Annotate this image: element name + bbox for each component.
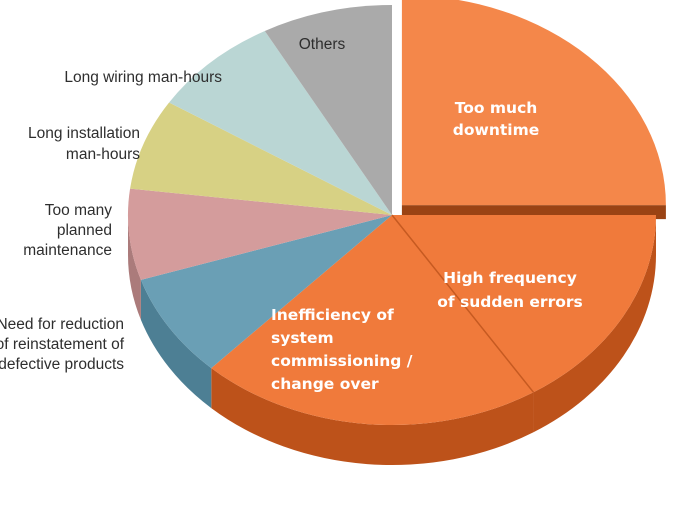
pie-side-need-for-reduction-of-reinstatement-of-defective-products (140, 279, 212, 409)
slice-label-need-for-reduction-of-reinstatement-of-defective-products: Need for reduction of reinstatement of def… (0, 316, 125, 373)
slice-label-long-installation-man-hours: Long installation man-hours (28, 125, 140, 163)
slice-label-high-frequency-of-sudden-errors: High frequency of sudden errors (437, 269, 583, 311)
pie-slice-too-much-downtime (401, 0, 666, 206)
slice-label-too-many-planned-maintenance: Too many planned maintenance (23, 202, 112, 259)
pie-slice-too-many-planned-maintenance (128, 188, 393, 280)
pie-seam (391, 214, 535, 393)
pie-slice-need-for-reduction-of-reinstatement-of-defective-products (140, 215, 392, 369)
slice-label-too-much-downtime: Too much downtime (453, 99, 539, 139)
pie-slice-high-frequency-of-sudden-errors (392, 215, 656, 393)
pie-slice-inefficiency-of-system-commissioning-change-over (211, 215, 534, 425)
pie-slice-long-installation-man-hours (130, 102, 392, 215)
pie-side-high-frequency-of-sudden-errors (533, 215, 656, 433)
slice-label-long-wiring-man-hours: Long wiring man-hours (64, 69, 222, 86)
pie-side-inefficiency-of-system-commissioning-change-over (211, 368, 534, 465)
pie-side-too-many-planned-maintenance (128, 215, 141, 320)
slice-label-others: Others (299, 36, 346, 53)
slice-label-inefficiency-of-system-commissioning-change-over: Inefficiency of system commissioning / chan… (271, 306, 413, 393)
slice-labels: Too much downtime High frequency of sudden … (0, 36, 583, 393)
pie-slice-long-wiring-man-hours (169, 30, 392, 215)
pie-slice-others (264, 5, 392, 215)
pie-slices (128, 0, 666, 425)
